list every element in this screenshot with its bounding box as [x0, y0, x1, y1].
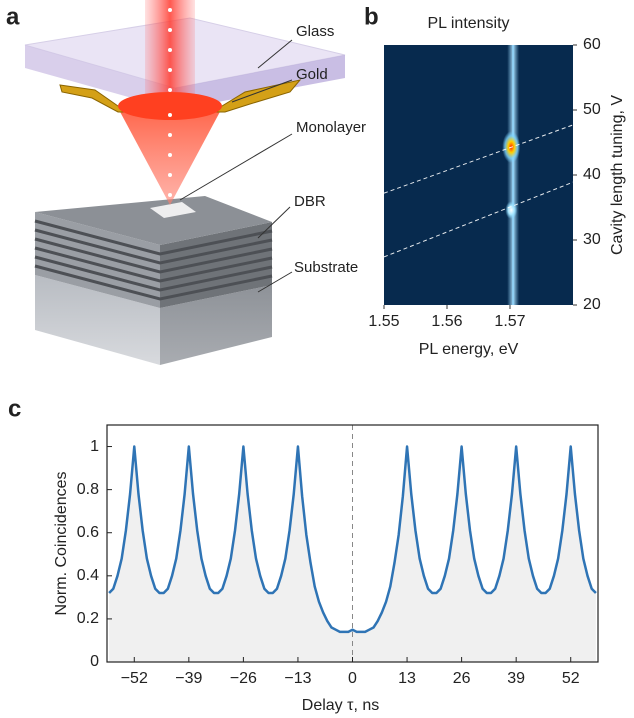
y-tick-label: 20 [583, 296, 601, 313]
data-line [108, 445, 597, 634]
glass-right [175, 55, 345, 110]
lens [118, 92, 222, 120]
x-tick-label: −52 [121, 670, 148, 687]
y-tick-label: 1 [90, 438, 99, 455]
area [109, 446, 596, 662]
x-tick-label: −13 [284, 670, 311, 687]
y-tick-label: 30 [583, 231, 601, 248]
leader-line [257, 39, 293, 69]
x-tick-label: 26 [453, 670, 471, 687]
leader-line [231, 79, 293, 103]
y-tick-label: 0.2 [77, 610, 99, 627]
panel-label: c [8, 395, 21, 422]
x-tick-label: −39 [175, 670, 202, 687]
leader-line [257, 271, 293, 293]
y-axis-label: Norm. Coincidences [53, 471, 70, 615]
y-tick-label: 50 [583, 101, 601, 118]
leader-line [257, 206, 291, 239]
y-tick-label: 0.6 [77, 524, 99, 541]
y-axis-label: Cavity length tuning, V [609, 95, 626, 255]
leader-line [179, 133, 293, 201]
x-tick-label: 1.55 [368, 313, 399, 330]
diagram-label: Gold [296, 66, 328, 83]
x-tick-label: −26 [230, 670, 257, 687]
emission-line-core [512, 45, 515, 305]
hotspot [505, 201, 518, 220]
y-tick-label: 60 [583, 36, 601, 53]
diagram-label: DBR [294, 193, 326, 210]
x-axis-label: PL energy, eV [419, 341, 519, 358]
beam-dots [168, 8, 172, 197]
mode-line [384, 124, 573, 194]
x-tick-label: 13 [398, 670, 416, 687]
substrate-right [160, 285, 272, 365]
x-tick-label: 52 [562, 670, 580, 687]
mode-line [384, 181, 573, 258]
y-tick-label: 40 [583, 166, 601, 183]
heatmap-content [384, 45, 573, 305]
heatmap-background [384, 45, 573, 305]
chart-title: PL intensity [427, 15, 509, 32]
dbr-stack [34, 196, 273, 308]
panel-label: a [6, 3, 20, 30]
diagram-label: Glass [296, 23, 334, 40]
diagram-label: Substrate [294, 259, 358, 276]
panel-label: b [364, 3, 379, 30]
y-tick-label: 0 [90, 653, 99, 670]
x-tick-label: 0 [348, 670, 357, 687]
y-tick-label: 0.4 [77, 567, 99, 584]
x-axis-label: Delay τ, ns [302, 697, 379, 714]
diagram-label: Monolayer [296, 119, 366, 136]
y-tick-label: 0.8 [77, 481, 99, 498]
x-tick-label: 39 [507, 670, 525, 687]
glass-left [25, 45, 175, 110]
x-tick-label: 1.56 [431, 313, 462, 330]
schematic: Glass Gold Monolayer DBR Substrate [24, 0, 366, 365]
substrate-left [35, 275, 160, 365]
x-tick-label: 1.57 [494, 313, 525, 330]
